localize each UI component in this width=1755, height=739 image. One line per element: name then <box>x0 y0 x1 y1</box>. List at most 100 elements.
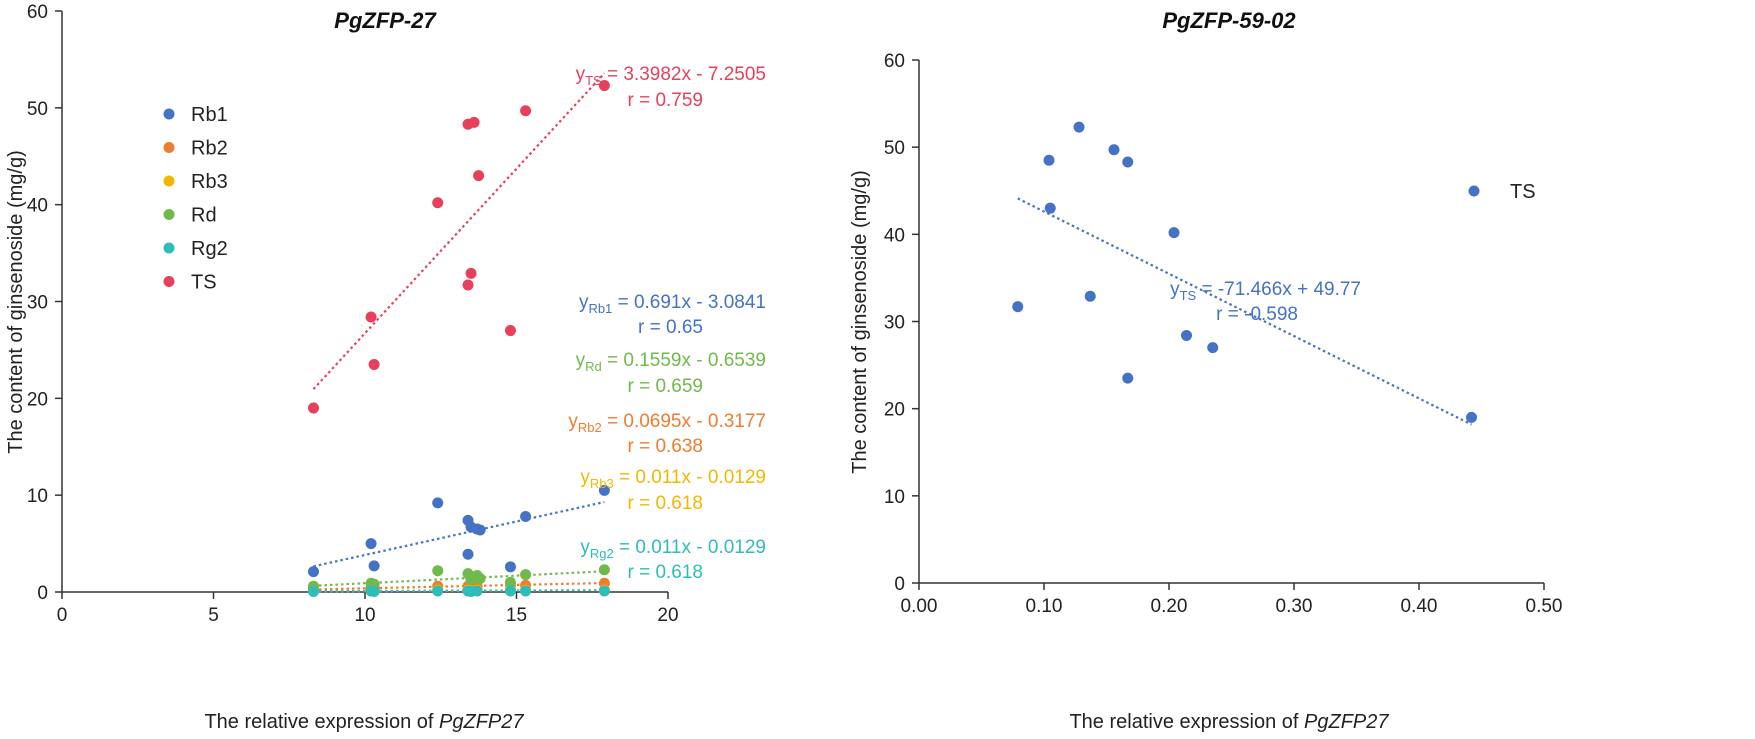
data-point-rb1 <box>432 497 444 509</box>
y-tick-label: 60 <box>884 51 905 72</box>
correlation-coefficient-ts: r = -0.598 <box>1216 304 1298 325</box>
legend-label-rb1: Rb1 <box>191 104 228 126</box>
data-points <box>307 80 610 598</box>
axes: 0.00 0.10 0.20 0.30 0.40 0.50 0 10 20 30 40 50 60 <box>884 51 1563 617</box>
x-axis-label-prefix: The relative expression of <box>204 711 439 733</box>
data-point-ts <box>1012 301 1024 313</box>
data-point-rd <box>598 564 610 576</box>
trend-line-rb2 <box>313 581 605 591</box>
data-point-rg2 <box>471 585 483 597</box>
y-tick-label: 60 <box>27 2 48 23</box>
correlation-coefficient-rg2: r = 0.618 <box>627 562 703 583</box>
x-tick-label: 15 <box>506 605 527 626</box>
x-axis-label: The relative expression of PgZFP27 <box>204 711 524 733</box>
regression-equation-ts: yTS = 3.3982x - 7.2505 <box>576 64 766 88</box>
x-tick-label: 5 <box>208 605 219 626</box>
y-tick-label: 50 <box>884 138 905 159</box>
y-tick-label: 10 <box>884 487 905 508</box>
data-point-rg2 <box>520 585 532 597</box>
y-tick-label: 20 <box>27 389 48 410</box>
trend-line-ts <box>312 72 606 390</box>
data-point-rb1 <box>307 566 319 578</box>
data-point-rg2 <box>307 586 319 598</box>
data-point-rd <box>432 565 444 577</box>
x-tick-label: 0.40 <box>1401 596 1438 617</box>
x-tick-label: 10 <box>354 605 375 626</box>
x-axis-label-gene: PgZFP27 <box>439 711 524 733</box>
correlation-coefficient-rb2: r = 0.638 <box>627 436 703 457</box>
data-point-ts <box>465 267 477 279</box>
legend-label-ts: TS <box>1510 181 1536 203</box>
axes: 0 5 10 15 20 0 10 20 30 40 50 60 <box>27 2 679 626</box>
trend-line-ts <box>1017 197 1472 426</box>
y-tick-label: 50 <box>27 99 48 120</box>
data-point-ts <box>462 279 474 291</box>
y-axis-label: The content of ginsenoside (mg/g) <box>849 170 871 474</box>
data-point-ts <box>365 311 377 323</box>
x-tick-label: 0.20 <box>1151 596 1188 617</box>
data-point-rb1 <box>368 560 380 572</box>
legend-marker-rb3 <box>163 175 175 187</box>
data-point-ts <box>598 80 610 92</box>
data-point-ts <box>1044 202 1056 214</box>
data-point-rd <box>474 572 486 584</box>
y-tick-label: 30 <box>27 293 48 314</box>
data-point-rg2 <box>368 586 380 598</box>
legend-marker-rg2 <box>163 242 175 254</box>
data-point-ts <box>1084 290 1096 302</box>
data-point-ts <box>307 402 319 414</box>
legend-marker-rb2 <box>163 142 175 153</box>
data-point-ts <box>504 325 516 337</box>
data-point-ts <box>520 105 532 117</box>
chart-panel-pgzfp-59-02: PgZFP-59-02 The content of ginsenoside (… <box>849 8 1562 733</box>
y-tick-label: 30 <box>884 313 905 334</box>
data-point-ts <box>1108 144 1120 156</box>
chart-title: PgZFP-27 <box>334 8 437 33</box>
y-tick-label: 0 <box>37 583 48 604</box>
chart-title: PgZFP-59-02 <box>1162 8 1296 33</box>
correlation-coefficient-rb1: r = 0.65 <box>638 317 703 338</box>
x-axis-label-gene: PgZFP27 <box>1304 711 1389 733</box>
data-point-rd <box>520 569 532 581</box>
trend-line-rg2 <box>313 589 605 593</box>
y-tick-label: 40 <box>27 196 48 217</box>
chart-panel-pgzfp-27: PgZFP-27 The content of ginsenoside (mg/… <box>5 2 766 733</box>
legend-label-rd: Rd <box>191 205 217 227</box>
legend-marker-rb1 <box>163 108 175 120</box>
data-point-ts <box>432 197 444 209</box>
data-point-rg2 <box>504 585 516 597</box>
correlation-coefficient-rd: r = 0.659 <box>627 376 703 397</box>
y-tick-label: 40 <box>884 225 905 246</box>
data-point-rg2 <box>598 585 610 597</box>
legend-marker-ts <box>1468 185 1480 197</box>
regression-equation-ts: yTS = -71.466x + 49.77 <box>1170 279 1361 303</box>
data-point-rb1 <box>598 484 610 496</box>
regression-equations: yTS = -71.466x + 49.77r = -0.598 <box>1170 279 1361 325</box>
y-axis-label: The content of ginsenoside (mg/g) <box>5 150 27 454</box>
regression-equation-rg2: yRg2 = 0.011x - 0.0129 <box>580 537 766 561</box>
trend-lines <box>1017 197 1472 426</box>
correlation-coefficient-rb3: r = 0.618 <box>627 493 703 514</box>
data-point-rb1 <box>504 561 516 573</box>
y-tick-label: 0 <box>894 574 905 595</box>
x-tick-label: 0 <box>57 605 68 626</box>
data-point-ts <box>1207 342 1219 354</box>
data-point-ts <box>1466 411 1477 423</box>
regression-equation-rb3: yRb3 = 0.011x - 0.0129 <box>580 467 766 491</box>
legend-label-rb2: Rb2 <box>191 138 228 160</box>
legend-marker-rd <box>163 209 175 220</box>
trend-line-rb1 <box>313 500 605 568</box>
legend-label-ts: TS <box>191 272 217 294</box>
legend-label-rb3: Rb3 <box>191 171 228 193</box>
data-point-ts <box>1122 156 1134 168</box>
data-point-ts <box>473 170 485 182</box>
data-point-ts <box>368 358 380 370</box>
legend: Rb1 Rb2 Rb3 Rd Rg2 TS <box>163 104 228 294</box>
x-tick-label: 0.10 <box>1026 596 1063 617</box>
x-tick-label: 0.50 <box>1526 596 1563 617</box>
x-axis-label-prefix: The relative expression of <box>1069 711 1304 733</box>
trend-line-rd <box>313 570 605 587</box>
regression-equation-rb1: yRb1 = 0.691x - 3.0841 <box>579 292 766 316</box>
